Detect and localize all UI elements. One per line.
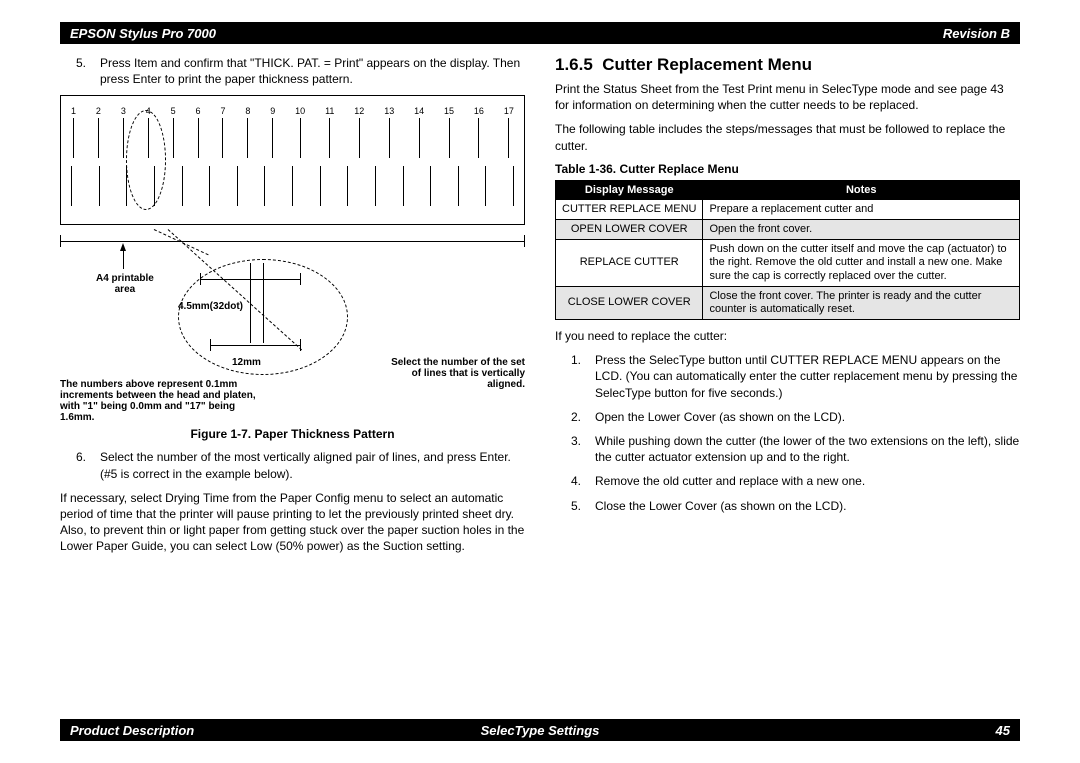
para: Print the Status Sheet from the Test Pri… [555, 81, 1020, 113]
table-row: OPEN LOWER COVEROpen the front cover. [556, 219, 1020, 239]
list-item: 4.Remove the old cutter and replace with… [571, 473, 1020, 489]
tick: 5 [171, 106, 176, 158]
table-caption: Table 1-36. Cutter Replace Menu [555, 162, 1020, 176]
list-item-6: 6. Select the number of the most vertica… [76, 449, 525, 481]
tick: 3 [121, 106, 126, 158]
tick: 17 [504, 106, 514, 158]
section-name: Cutter Replacement Menu [602, 55, 812, 74]
arrow-stem [123, 251, 124, 269]
list-item: 3.While pushing down the cutter (the low… [571, 433, 1020, 465]
table-cell: Open the front cover. [703, 219, 1020, 239]
table-cell: Close the front cover. The printer is re… [703, 286, 1020, 319]
section-heading: 1.6.5 Cutter Replacement Menu [555, 55, 1020, 75]
item-number: 5. [571, 498, 595, 514]
vtick [524, 235, 525, 247]
closing-paragraph: If necessary, select Drying Time from th… [60, 490, 525, 555]
left-column: 5. Press Item and confirm that "THICK. P… [60, 55, 525, 708]
table-cell: OPEN LOWER COVER [556, 219, 703, 239]
header-bar: EPSON Stylus Pro 7000 Revision B [60, 22, 1020, 44]
table-row: REPLACE CUTTERPush down on the cutter it… [556, 240, 1020, 287]
tick: 2 [96, 106, 101, 158]
item-text: While pushing down the cutter (the lower… [595, 433, 1020, 465]
table-row: CUTTER REPLACE MENUPrepare a replacement… [556, 199, 1020, 219]
tick-lower [99, 166, 100, 206]
tick-lower [375, 166, 376, 206]
tick-lower [71, 166, 72, 206]
item-text: Remove the old cutter and replace with a… [595, 473, 865, 489]
tick: 7 [220, 106, 225, 158]
page-content: 5. Press Item and confirm that "THICK. P… [60, 55, 1020, 708]
item-number: 1. [571, 352, 595, 401]
steps-list: 1.Press the SelecType button until CUTTE… [571, 352, 1020, 514]
item-number: 4. [571, 473, 595, 489]
footer-bar: Product Description SelecType Settings 4… [60, 719, 1020, 741]
list-item: 2.Open the Lower Cover (as shown on the … [571, 409, 1020, 425]
list-item: 1.Press the SelecType button until CUTTE… [571, 352, 1020, 401]
tick: 13 [384, 106, 394, 158]
table-cell: CLOSE LOWER COVER [556, 286, 703, 319]
item-number: 6. [76, 449, 100, 481]
tick-lower [209, 166, 210, 206]
footer-left: Product Description [70, 723, 194, 738]
tick-lower [292, 166, 293, 206]
tick-lower [264, 166, 265, 206]
tick: 12 [354, 106, 364, 158]
tick: 1 [71, 106, 76, 158]
hline [60, 241, 525, 242]
numbers-label: The numbers above represent 0.1mm increm… [60, 379, 260, 423]
table-header: Display Message [556, 180, 703, 199]
item-text: Select the number of the most vertically… [100, 449, 525, 481]
tick-lower [237, 166, 238, 206]
table-cell: CUTTER REPLACE MENU [556, 199, 703, 219]
para: The following table includes the steps/m… [555, 121, 1020, 153]
select-label: Select the number of the set of lines th… [385, 357, 525, 390]
tick-lower [347, 166, 348, 206]
cutter-replace-table: Display MessageNotes CUTTER REPLACE MENU… [555, 180, 1020, 320]
tick: 11 [325, 106, 334, 158]
table-cell: Push down on the cutter itself and move … [703, 240, 1020, 287]
item-text: Press Item and confirm that "THICK. PAT.… [100, 55, 525, 87]
item-text: Open the Lower Cover (as shown on the LC… [595, 409, 845, 425]
footer-center: SelecType Settings [481, 723, 600, 738]
item-text: Press the SelecType button until CUTTER … [595, 352, 1020, 401]
table-header: Notes [703, 180, 1020, 199]
tick: 14 [414, 106, 424, 158]
tick-lower [403, 166, 404, 206]
table-cell: Prepare a replacement cutter and [703, 199, 1020, 219]
tick: 9 [270, 106, 275, 158]
diagram-detail: A4 printable area 4.5mm(32dot) 12mm Sele… [60, 229, 525, 419]
tick-lower [430, 166, 431, 206]
tick: 6 [196, 106, 201, 158]
list-item-5: 5. Press Item and confirm that "THICK. P… [76, 55, 525, 87]
arrow-icon [120, 243, 126, 251]
tick: 10 [295, 106, 305, 158]
tick-lower [513, 166, 514, 206]
para: If you need to replace the cutter: [555, 328, 1020, 344]
a4-label: A4 printable area [96, 273, 154, 295]
header-right: Revision B [943, 26, 1010, 41]
tick-lower [458, 166, 459, 206]
figure-caption: Figure 1-7. Paper Thickness Pattern [60, 427, 525, 441]
tick: 16 [474, 106, 484, 158]
header-left: EPSON Stylus Pro 7000 [70, 26, 216, 41]
right-column: 1.6.5 Cutter Replacement Menu Print the … [555, 55, 1020, 708]
list-item: 5.Close the Lower Cover (as shown on the… [571, 498, 1020, 514]
table-cell: REPLACE CUTTER [556, 240, 703, 287]
item-number: 3. [571, 433, 595, 465]
tick: 8 [245, 106, 250, 158]
ellipse-detail [178, 259, 348, 375]
item-number: 5. [76, 55, 100, 87]
tick-lower [485, 166, 486, 206]
item-text: Close the Lower Cover (as shown on the L… [595, 498, 846, 514]
tick: 15 [444, 106, 454, 158]
thickness-pattern-figure: 1234567891011121314151617 [60, 95, 525, 225]
tick-lower [182, 166, 183, 206]
section-number: 1.6.5 [555, 55, 593, 74]
item-number: 2. [571, 409, 595, 425]
table-row: CLOSE LOWER COVERClose the front cover. … [556, 286, 1020, 319]
vtick [60, 235, 61, 247]
ellipse-highlight [126, 110, 166, 210]
tick-lower [320, 166, 321, 206]
footer-right: 45 [996, 723, 1010, 738]
